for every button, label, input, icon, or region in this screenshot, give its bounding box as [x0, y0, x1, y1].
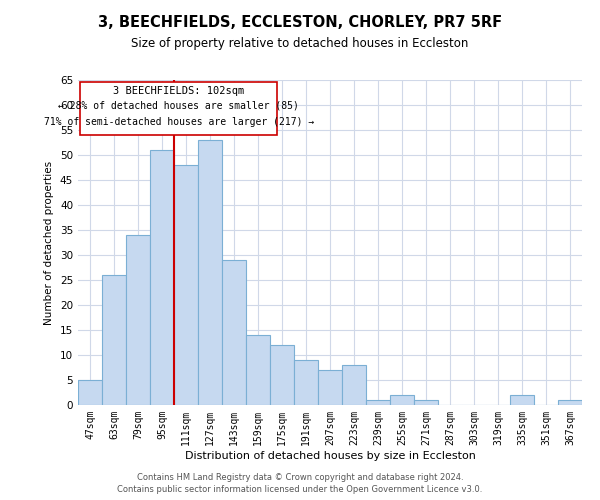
Bar: [198, 140, 222, 405]
Text: Contains HM Land Registry data © Crown copyright and database right 2024.: Contains HM Land Registry data © Crown c…: [137, 474, 463, 482]
Text: Contains public sector information licensed under the Open Government Licence v3: Contains public sector information licen…: [118, 485, 482, 494]
X-axis label: Distribution of detached houses by size in Eccleston: Distribution of detached houses by size …: [185, 450, 475, 460]
Bar: [174, 165, 198, 405]
Bar: [270, 345, 294, 405]
Text: Size of property relative to detached houses in Eccleston: Size of property relative to detached ho…: [131, 38, 469, 51]
Bar: [126, 235, 150, 405]
Text: 3 BEECHFIELDS: 102sqm: 3 BEECHFIELDS: 102sqm: [113, 86, 244, 96]
Text: 71% of semi-detached houses are larger (217) →: 71% of semi-detached houses are larger (…: [44, 118, 314, 128]
Bar: [414, 400, 438, 405]
Text: ← 28% of detached houses are smaller (85): ← 28% of detached houses are smaller (85…: [58, 101, 299, 111]
Y-axis label: Number of detached properties: Number of detached properties: [44, 160, 55, 324]
Bar: [294, 360, 318, 405]
Bar: [366, 400, 390, 405]
Bar: [78, 380, 102, 405]
FancyBboxPatch shape: [80, 82, 277, 135]
Bar: [510, 395, 534, 405]
Text: 3, BEECHFIELDS, ECCLESTON, CHORLEY, PR7 5RF: 3, BEECHFIELDS, ECCLESTON, CHORLEY, PR7 …: [98, 15, 502, 30]
Bar: [150, 150, 174, 405]
Bar: [102, 275, 126, 405]
Bar: [222, 260, 246, 405]
Bar: [558, 400, 582, 405]
Bar: [246, 335, 270, 405]
Bar: [390, 395, 414, 405]
Bar: [342, 365, 366, 405]
Bar: [318, 370, 342, 405]
